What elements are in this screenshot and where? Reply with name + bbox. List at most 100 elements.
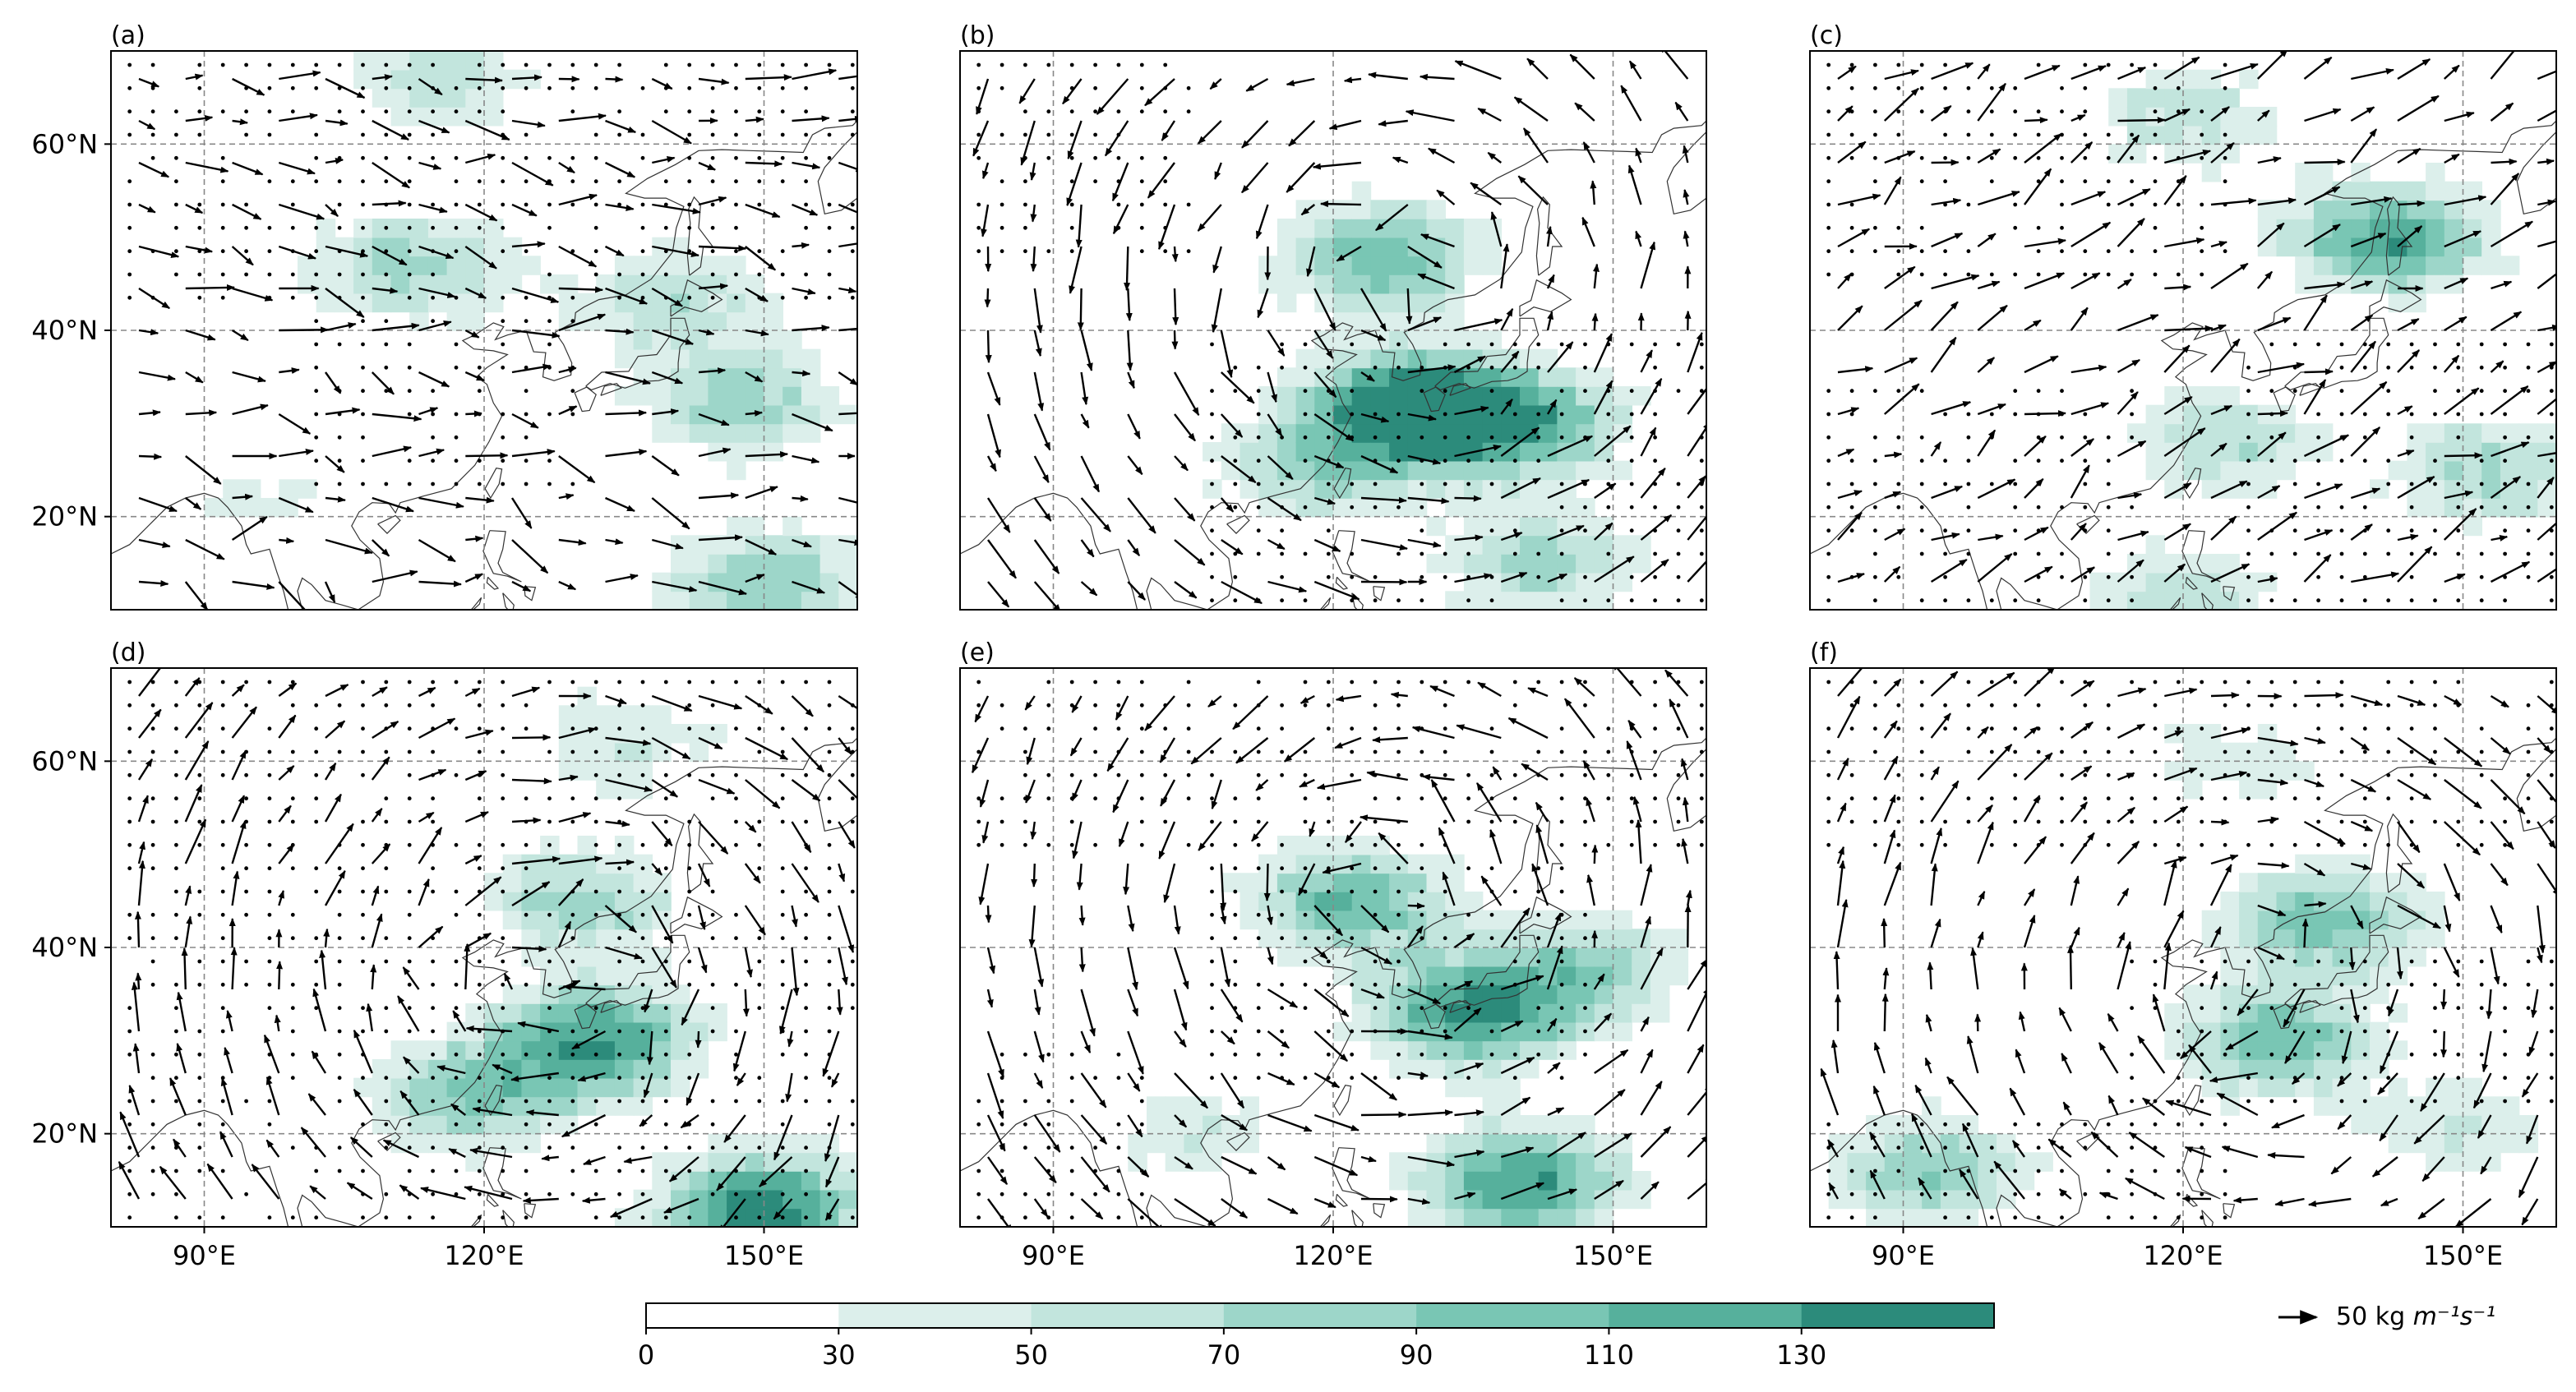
- stipple-dot: [710, 889, 715, 894]
- stipple-dot: [150, 109, 155, 114]
- flux-vector: [1360, 413, 1390, 423]
- flux-shading-cell: [1482, 386, 1503, 406]
- flux-vector: [465, 452, 509, 459]
- flux-shading-cell: [241, 498, 261, 518]
- stipple-dot: [1069, 249, 1074, 254]
- stipple-dot: [524, 726, 529, 731]
- flux-shading-cell: [2183, 742, 2203, 763]
- stipple-dot: [850, 295, 855, 300]
- stipple-dot: [2106, 772, 2111, 777]
- stipple-dot: [1233, 365, 1238, 370]
- flux-vector: [325, 245, 369, 258]
- flux-shading-cell: [2426, 423, 2445, 443]
- stipple-dot: [1210, 1052, 1214, 1057]
- stipple-dot: [2409, 505, 2414, 509]
- flux-shading-cell: [1333, 947, 1353, 967]
- flux-shading-cell: [577, 929, 597, 948]
- stipple-dot: [1699, 389, 1704, 394]
- stipple-dot: [1849, 249, 1854, 254]
- stipple-dot: [2013, 505, 2018, 509]
- stipple-dot: [337, 866, 342, 871]
- flux-vector: [1500, 426, 1540, 457]
- flux-vector: [1220, 413, 1244, 438]
- stipple-dot: [734, 85, 738, 90]
- stipple-dot: [1653, 505, 1657, 509]
- flux-shading-cell: [819, 572, 840, 592]
- stipple-dot: [174, 703, 178, 708]
- flux-vector: [372, 322, 420, 332]
- stipple-dot: [454, 342, 459, 347]
- flux-shading-cell: [1426, 460, 1446, 481]
- stipple-dot: [1676, 796, 1681, 801]
- stipple-dot: [663, 889, 668, 894]
- flux-shading-cell: [671, 367, 690, 387]
- stipple-dot: [501, 295, 506, 300]
- stipple-dot: [1443, 912, 1447, 917]
- stipple-dot: [1280, 1006, 1284, 1011]
- flux-vector: [605, 496, 635, 512]
- flux-shading-cell: [2183, 69, 2203, 90]
- flux-vector: [2117, 218, 2145, 247]
- stipple-dot: [2339, 574, 2344, 579]
- stipple-dot: [501, 482, 506, 486]
- flux-vector: [981, 204, 990, 237]
- stipple-dot: [501, 1006, 506, 1011]
- flux-vector: [745, 409, 764, 417]
- stipple-dot: [1303, 389, 1308, 394]
- flux-shading-cell: [838, 1171, 857, 1191]
- stipple-dot: [1210, 912, 1214, 917]
- stipple-dot: [1919, 726, 1924, 731]
- stipple-dot: [2316, 528, 2320, 533]
- flux-shading-cell: [2220, 910, 2240, 930]
- flux-shading-cell: [689, 742, 709, 763]
- stipple-dot: [501, 62, 506, 67]
- stipple-dot: [2246, 365, 2251, 370]
- stipple-dot: [2292, 342, 2297, 347]
- flux-vector: [1313, 288, 1336, 331]
- stipple-dot: [1116, 1191, 1121, 1196]
- flux-vector: [558, 113, 607, 122]
- flux-vector: [1220, 497, 1235, 513]
- stipple-dot: [314, 272, 319, 277]
- stipple-dot: [710, 1191, 715, 1196]
- stipple-dot: [1466, 680, 1470, 684]
- stipple-dot: [2013, 132, 2018, 137]
- y-tick-label: 20°N: [31, 501, 98, 532]
- flux-shading-cell: [1613, 535, 1632, 555]
- flux-vector: [605, 287, 649, 305]
- stipple-dot: [1023, 1191, 1027, 1196]
- stipple-dot: [407, 1122, 412, 1127]
- flux-shading-cell: [446, 237, 467, 257]
- stipple-dot: [780, 982, 785, 987]
- stipple-dot: [2083, 459, 2088, 463]
- stipple-dot: [2526, 551, 2531, 556]
- flux-vector: [2163, 482, 2192, 500]
- flux-vector: [1127, 455, 1143, 475]
- stipple-dot: [617, 1029, 621, 1034]
- flux-vector: [1931, 485, 1964, 500]
- stipple-dot: [2200, 155, 2204, 160]
- flux-shading-cell: [1576, 1171, 1595, 1191]
- flux-shading-cell: [2351, 929, 2371, 948]
- flux-vector: [792, 68, 838, 81]
- stipple-dot: [1023, 749, 1027, 754]
- x-tick-label: 150°E: [1573, 1240, 1653, 1271]
- stipple-dot: [687, 866, 692, 871]
- flux-vector: [511, 74, 542, 81]
- stipple-dot: [1443, 680, 1447, 684]
- stipple-dot: [757, 936, 762, 941]
- stipple-dot: [1303, 435, 1308, 440]
- stipple-dot: [1233, 598, 1238, 603]
- stipple-dot: [407, 295, 412, 300]
- stipple-dot: [710, 1122, 715, 1127]
- stipple-dot: [1443, 889, 1447, 894]
- stipple-dot: [1233, 749, 1238, 754]
- flux-vector: [2210, 241, 2227, 248]
- flux-shading-cell: [484, 51, 504, 71]
- stipple-dot: [1919, 389, 1924, 394]
- stipple-dot: [1350, 551, 1355, 556]
- flux-shading-cell: [1370, 386, 1390, 406]
- stipple-dot: [663, 936, 668, 941]
- stipple-dot: [314, 982, 319, 987]
- stipple-dot: [384, 936, 389, 941]
